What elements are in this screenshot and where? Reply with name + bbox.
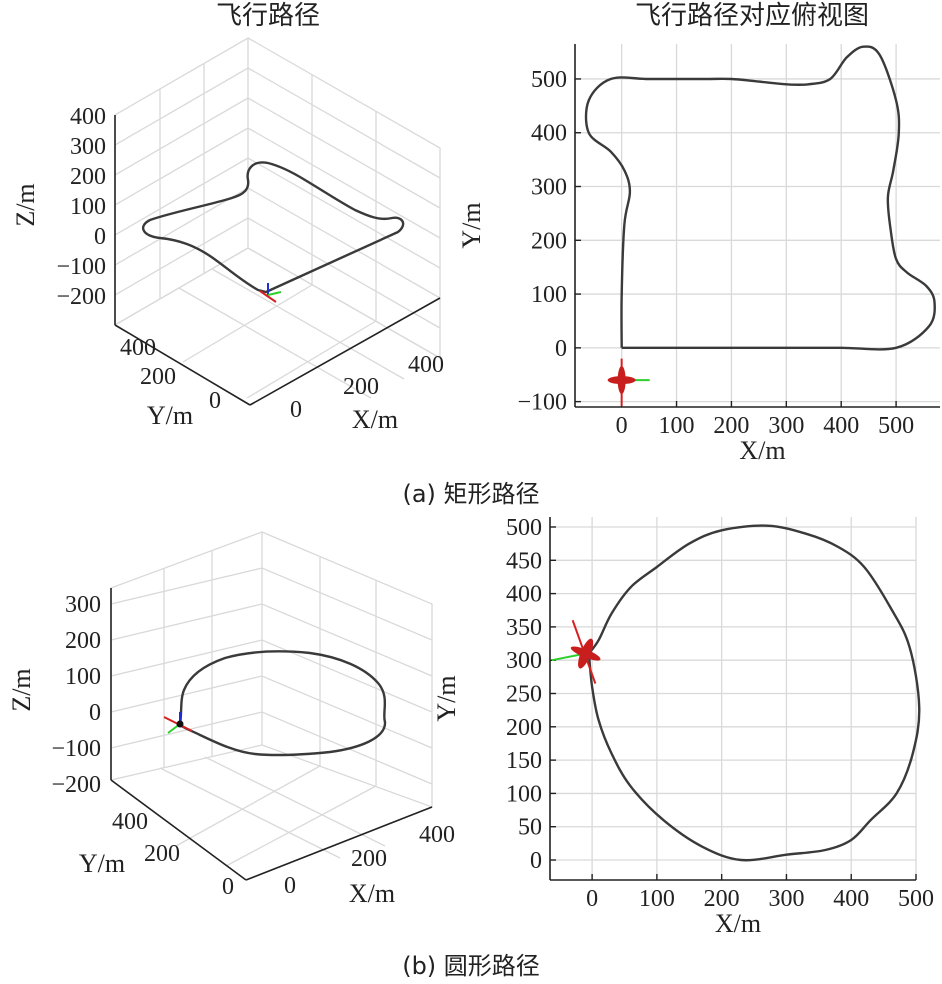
subplot-b-top-ytick-label: 50 xyxy=(518,815,542,841)
subplot-a-3d-aircraft-marker xyxy=(259,283,282,303)
subplot-b-top-ytick-label: 450 xyxy=(506,548,542,574)
subplot-a-3d-flight-path xyxy=(141,161,405,294)
subplot-a-top-flight-path xyxy=(584,45,936,351)
b3d-ztick: 200 xyxy=(65,628,101,654)
subplot-a-top-title: 飞行路径对应俯视图 xyxy=(635,1,869,31)
subplot-a-top-aircraft-marker xyxy=(607,358,650,406)
subplot-a-top-xtick-label: 400 xyxy=(823,413,859,439)
b3d-xtick: 200 xyxy=(351,846,387,872)
b3d-xtick: 0 xyxy=(284,873,296,899)
caption-b: (b) 圆形路径 xyxy=(402,952,540,980)
a3d-ytick: 0 xyxy=(209,388,221,414)
b3d-ztick: −100 xyxy=(51,736,101,762)
a3d-ztick: 200 xyxy=(70,164,106,190)
subplot-b-top-flight-path xyxy=(587,524,921,862)
subplot-b-top-ytick-label: 250 xyxy=(506,682,542,708)
subplot-a-3d-axes xyxy=(114,115,441,406)
subplot-b-top-xlabel: X/m xyxy=(715,909,761,938)
subplot-b-3d-flight-path xyxy=(178,650,387,757)
subplot-b-top-ytick-label: 300 xyxy=(506,648,542,674)
subplot-a-top-ytick-label: 200 xyxy=(531,228,567,254)
subplot-b-top-ytick-label: 0 xyxy=(530,848,542,874)
subplot-b-3d-yticks: 400 200 0 xyxy=(112,809,234,900)
subplot-b-top-ytick-label: 150 xyxy=(506,748,542,774)
subplot-a-top-xtick-label: 100 xyxy=(659,413,695,439)
subplot-b-top-xtick-label: 500 xyxy=(898,886,934,912)
a3d-xtick: 0 xyxy=(290,397,302,423)
b3d-ztick: 0 xyxy=(89,700,101,726)
subplot-a-top-xlabel: X/m xyxy=(739,436,785,465)
b3d-ytick: 0 xyxy=(222,874,234,900)
subplot-b-top-ytick-label: 200 xyxy=(506,715,542,741)
subplot-b-3d-zticks: 300 200 100 0 −100 −200 xyxy=(51,592,101,798)
caption-a: (a) 矩形路径 xyxy=(402,480,539,508)
a3d-ytick: 200 xyxy=(140,364,176,390)
subplot-a-3d-yticks: 400 200 0 xyxy=(120,335,221,414)
b3d-ztick: 100 xyxy=(65,664,101,690)
subplot-b-top-ytick-label: 400 xyxy=(506,582,542,608)
subplot-a-top: 飞行路径对应俯视图 0 100 200 300 400 500 −100 0 100 200 300… xyxy=(457,1,940,465)
b3d-ytick: 400 xyxy=(112,809,148,835)
subplot-b-top-ytick-label: 100 xyxy=(506,781,542,807)
subplot-b-top-xtick-label: 0 xyxy=(586,886,598,912)
subplot-b-top-xtick-label: 100 xyxy=(639,886,675,912)
subplot-b-top-aircraft-marker xyxy=(551,619,601,684)
b3d-ztick: −200 xyxy=(51,772,101,798)
b3d-ytick: 200 xyxy=(144,841,180,867)
b3d-xtick: 400 xyxy=(419,822,455,848)
subplot-b-top-ylabel: Y/m xyxy=(432,675,461,721)
a3d-ztick: −100 xyxy=(56,254,106,280)
a3d-ztick: 400 xyxy=(70,104,106,130)
subplot-b-top-xtick-label: 300 xyxy=(768,886,804,912)
subplot-a-3d-title: 飞行路径 xyxy=(216,1,320,31)
a3d-ztick: 300 xyxy=(70,134,106,160)
subplot-a-3d-zlabel: Z/m xyxy=(11,183,40,226)
subplot-a-top-ytick-label: 500 xyxy=(531,67,567,93)
subplot-b-3d: 300 200 100 0 −100 −200 400 200 0 0 200 … xyxy=(7,531,455,908)
a3d-ztick: 0 xyxy=(94,224,106,250)
subplot-a-top-xtick-label: 0 xyxy=(616,413,628,439)
a3d-xtick: 400 xyxy=(408,352,444,378)
subplot-b-3d-xticks: 0 200 400 xyxy=(284,822,455,899)
subplot-a-3d-zticks: 400 300 200 100 0 −100 −200 xyxy=(56,104,106,310)
subplot-b-3d-ylabel: Y/m xyxy=(79,849,125,878)
a3d-ytick: 400 xyxy=(120,335,156,361)
subplot-a-top-ytick-label: 300 xyxy=(531,175,567,201)
subplot-a-3d-ylabel: Y/m xyxy=(147,401,193,430)
subplot-a-top-xtick-label: 200 xyxy=(713,413,749,439)
subplot-a-top-ytick-label: 100 xyxy=(531,282,567,308)
subplot-b-top-ytick-label: 350 xyxy=(506,615,542,641)
subplot-a-top-ylabel: Y/m xyxy=(457,202,486,248)
subplot-a-top-xtick-label: 500 xyxy=(878,413,914,439)
subplot-b-3d-axes xyxy=(110,588,433,881)
subplot-a-3d-xlabel: X/m xyxy=(352,405,398,434)
subplot-b-3d-xlabel: X/m xyxy=(349,879,395,908)
subplot-a-3d-xticks: 0 200 400 xyxy=(290,352,444,423)
subplot-a-top-xtick-label: 300 xyxy=(768,413,804,439)
subplot-b-top: 0 100 200 300 400 500 0 50 100 150 200 250 300 350 400… xyxy=(432,515,934,938)
a3d-xtick: 200 xyxy=(343,374,379,400)
subplot-b-top-xtick-label: 400 xyxy=(833,886,869,912)
subplot-a-3d: 飞行路径 xyxy=(11,1,444,434)
subplot-b-3d-zlabel: Z/m xyxy=(7,668,36,711)
subplot-a-top-ytick-label: 400 xyxy=(531,121,567,147)
subplot-a-top-ytick-label: −100 xyxy=(517,390,567,416)
a3d-ztick: 100 xyxy=(70,194,106,220)
b3d-ztick: 300 xyxy=(65,592,101,618)
subplot-b-3d-aircraft-marker xyxy=(163,712,193,734)
subplot-b-top-xtick-label: 200 xyxy=(704,886,740,912)
subplot-a-top-ytick-label: 0 xyxy=(555,336,567,362)
subplot-b-top-ytick-label: 500 xyxy=(506,515,542,541)
a3d-ztick: −200 xyxy=(56,284,106,310)
